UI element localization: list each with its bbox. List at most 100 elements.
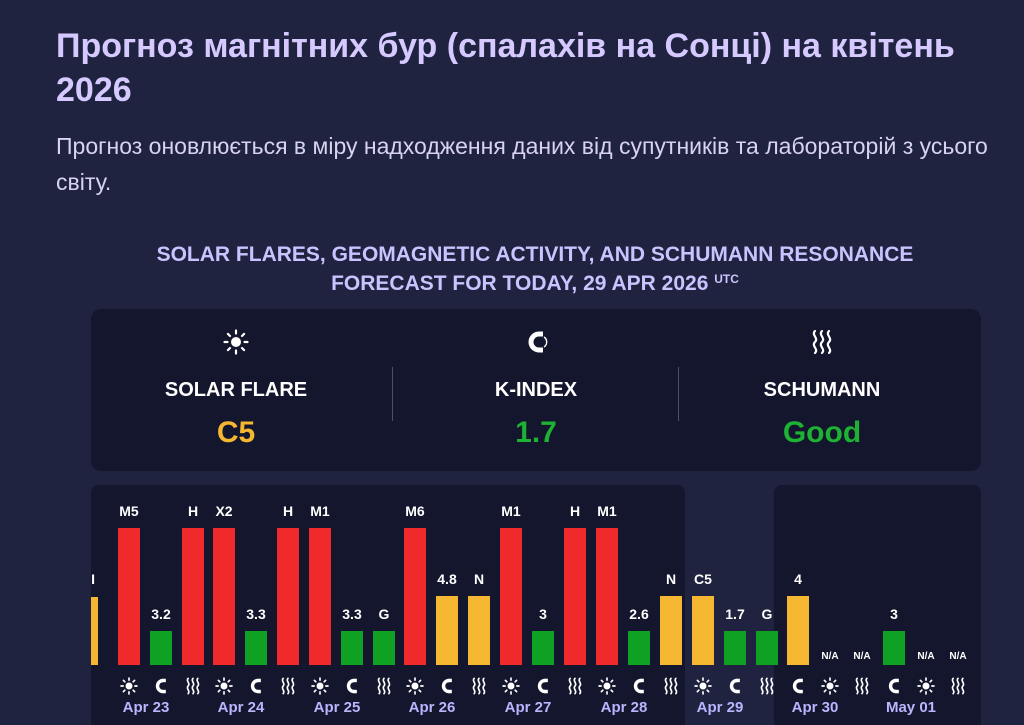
day-label: May 01 [885, 699, 937, 716]
today-summary-panel: SOLAR FLARE C5 K-INDEX 1.7 SCHU [91, 309, 981, 471]
bar-waves [277, 528, 299, 665]
waves-icon [677, 329, 967, 355]
bar-value-label: N [665, 571, 677, 587]
summary-value: Good [782, 416, 862, 449]
bar-value-label: 4 [794, 571, 802, 587]
summary-label: SOLAR FLARE [164, 379, 308, 401]
summary-k-index: K-INDEX 1.7 [391, 309, 681, 471]
bar-magnet [724, 631, 746, 665]
bar-waves [468, 596, 490, 665]
bar-value-label: X2 [215, 503, 233, 519]
bar-value-label: G [378, 606, 390, 622]
magnet-icon [152, 677, 170, 695]
sun-icon [598, 677, 616, 695]
bar-value-label: G [761, 606, 773, 622]
bar-sun [404, 528, 426, 665]
magnet-icon [885, 677, 903, 695]
bar-value-label: 2.6 [629, 606, 649, 622]
summary-solar-flare: SOLAR FLARE C5 [91, 309, 381, 471]
bar-sun [309, 528, 331, 665]
bar-previous-day-label: I [91, 571, 95, 587]
magnet-icon [247, 677, 265, 695]
summary-value: C5 [216, 416, 256, 449]
waves-icon [279, 677, 297, 695]
partial-icon [82, 677, 100, 695]
sun-icon [120, 677, 138, 695]
bar-value-label: M1 [597, 503, 617, 519]
bar-value-label: N/A [821, 651, 839, 662]
bar-value-label: M1 [501, 503, 521, 519]
waves-icon [375, 677, 393, 695]
bar-magnet [883, 631, 905, 665]
day-label: Apr 27 [504, 699, 552, 716]
page-subtitle: Прогноз оновлюється в міру надходження д… [56, 133, 988, 195]
divider [392, 367, 393, 421]
bar-value-label: 4.8 [437, 571, 457, 587]
sun-icon [406, 677, 424, 695]
day-label: Apr 29 [696, 699, 744, 716]
sun-icon [215, 677, 233, 695]
magnet-icon [789, 677, 807, 695]
bar-waves [373, 631, 395, 665]
bar-value-label: M5 [119, 503, 139, 519]
bar-value-label: C5 [694, 571, 712, 587]
bar-value-label: M1 [310, 503, 330, 519]
bar-value-label: H [187, 503, 199, 519]
waves-icon [758, 677, 776, 695]
bar-value-label: 3.3 [342, 606, 362, 622]
magnet-icon [630, 677, 648, 695]
sun-icon [91, 329, 381, 355]
bar-waves [756, 631, 778, 665]
magnet-icon [534, 677, 552, 695]
bar-value-label: 3 [890, 606, 898, 622]
forecast-heading-text: SOLAR FLARES, GEOMAGNETIC ACTIVITY, AND … [156, 243, 914, 295]
bar-magnet [150, 631, 172, 665]
sun-icon [917, 677, 935, 695]
bar-sun [692, 596, 714, 665]
bar-value-label: N/A [853, 651, 871, 662]
bar-value-label: H [282, 503, 294, 519]
bar-sun [213, 528, 235, 665]
waves-icon [566, 677, 584, 695]
sun-icon [821, 677, 839, 695]
magnet-icon [726, 677, 744, 695]
page-title: Прогноз магнітних бур (спалахів на Сонці… [56, 27, 955, 109]
bar-value-label: 1.7 [725, 606, 745, 622]
bar-sun [118, 528, 140, 665]
sun-icon [502, 677, 520, 695]
waves-icon [949, 677, 967, 695]
magnet-icon [343, 677, 361, 695]
summary-label: K-INDEX [494, 379, 578, 401]
bar-waves [182, 528, 204, 665]
bar-value-label: N/A [949, 651, 967, 662]
day-label: Apr 28 [600, 699, 648, 716]
magnet-icon [438, 677, 456, 695]
bar-value-label: M6 [405, 503, 425, 519]
bar-sun [596, 528, 618, 665]
bar-magnet [436, 596, 458, 665]
day-label: Apr 23 [122, 699, 170, 716]
waves-icon [184, 677, 202, 695]
forecast-heading: SOLAR FLARES, GEOMAGNETIC ACTIVITY, AND … [100, 240, 970, 298]
bar-waves [660, 596, 682, 665]
waves-icon [470, 677, 488, 695]
bar-magnet [341, 631, 363, 665]
bar-value-label: N [473, 571, 485, 587]
sun-icon [694, 677, 712, 695]
day-label: Apr 30 [791, 699, 839, 716]
sun-icon [311, 677, 329, 695]
bar-previous-day [91, 597, 98, 665]
bar-value-label: 3.3 [246, 606, 266, 622]
day-label: Apr 24 [217, 699, 265, 716]
summary-label: SCHUMANN [763, 379, 881, 401]
bar-magnet [628, 631, 650, 665]
bar-value-label: 3 [539, 606, 547, 622]
bar-magnet [787, 596, 809, 665]
bar-magnet [245, 631, 267, 665]
bar-value-label: 3.2 [151, 606, 171, 622]
summary-schumann: SCHUMANN Good [677, 309, 967, 471]
bar-magnet [532, 631, 554, 665]
bar-waves [564, 528, 586, 665]
magnet-icon [391, 329, 681, 355]
day-label: Apr 25 [313, 699, 361, 716]
